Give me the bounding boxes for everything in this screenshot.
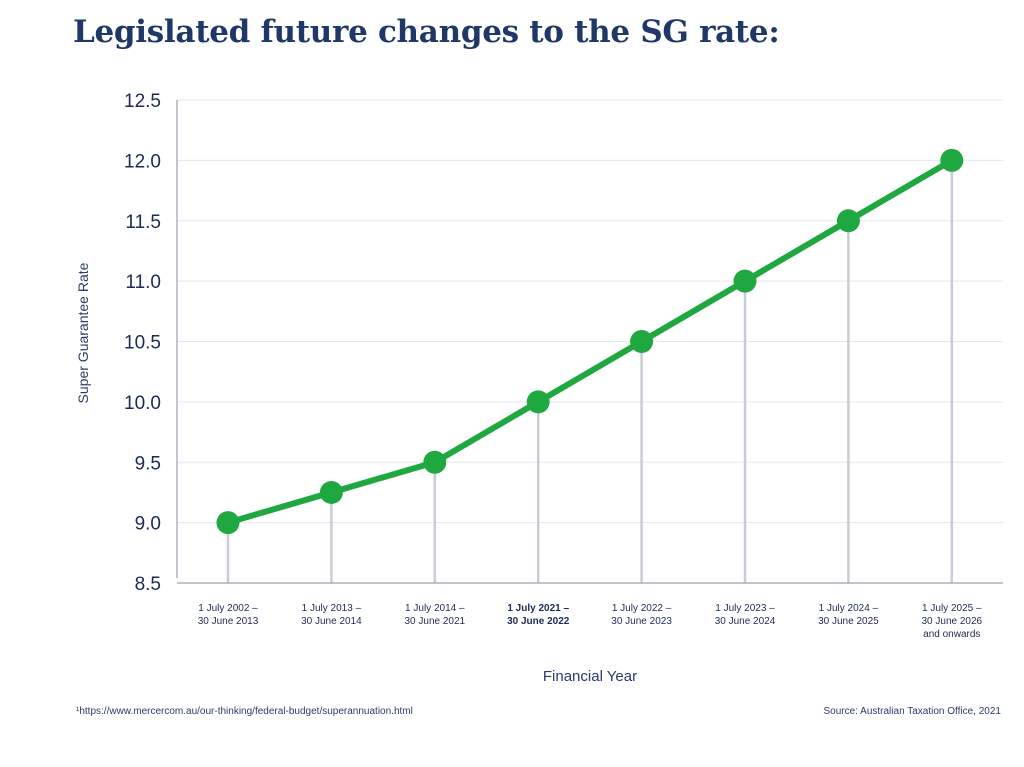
- x-tick-label-line: 30 June 2013: [198, 616, 259, 627]
- x-tick-label: 1 July 2025 – 30 June 2026 and onwards: [921, 603, 982, 640]
- series-line-sg-rate: [225, 157, 955, 526]
- y-tick-label: 9.5: [135, 453, 161, 474]
- y-tick-label: 12.0: [124, 151, 161, 172]
- data-point: [319, 480, 343, 504]
- x-tick-label-line: 30 June 2024: [715, 616, 776, 627]
- y-tick-label: 8.5: [135, 574, 161, 595]
- data-point: [526, 390, 550, 414]
- x-tick-label-line: and onwards: [923, 629, 980, 640]
- x-tick-label-line: 1 July 2013 –: [302, 603, 362, 614]
- x-tick-label: 1 July 2002 – 30 June 2013: [198, 603, 259, 627]
- x-tick-label: 1 July 2023 – 30 June 2024: [715, 603, 776, 627]
- data-point: [630, 330, 654, 353]
- chart-title: Legislated future changes to the SG rate…: [73, 14, 780, 50]
- x-tick-label-line: 1 July 2022 –: [612, 603, 672, 614]
- y-tick-label: 12.5: [124, 91, 161, 112]
- footnote-url: ¹https://www.mercercom.au/our-thinking/f…: [76, 706, 413, 717]
- data-points: [216, 148, 964, 535]
- data-point: [216, 511, 240, 535]
- y-tick-label: 10.5: [124, 333, 161, 354]
- x-tick-label: 1 July 2024 – 30 June 2025: [818, 603, 879, 627]
- y-tick-label: 9.0: [135, 514, 161, 535]
- y-axis-title: Super Guarantee Rate: [75, 262, 91, 403]
- x-tick-label-line: 1 July 2002 –: [198, 603, 258, 614]
- y-tick-labels: 8.5 9.0 9.5 10.0 10.5 11.0 11.5 12.0 12.5: [124, 91, 161, 595]
- x-tick-label-line: 1 July 2025 –: [922, 603, 982, 614]
- x-tick-labels: 1 July 2002 – 30 June 2013 1 July 2013 – 30…: [198, 603, 983, 640]
- x-tick-label-line: 30 June 2025: [818, 616, 879, 627]
- x-tick-label-line: 1 July 2021 –: [507, 603, 569, 614]
- data-point: [836, 209, 860, 233]
- x-tick-label-line: 30 June 2026: [921, 616, 982, 627]
- y-tick-label: 11.0: [125, 272, 161, 293]
- x-tick-label-line: 1 July 2024 –: [819, 603, 879, 614]
- data-point: [423, 450, 447, 474]
- x-tick-label: 1 July 2013 – 30 June 2014: [301, 603, 362, 627]
- x-tick-label-line: 1 July 2023 –: [715, 603, 775, 614]
- x-tick-label: 1 July 2014 – 30 June 2021: [404, 603, 465, 627]
- y-tick-label: 10.0: [124, 393, 161, 414]
- x-tick-label-line: 30 June 2021: [404, 616, 465, 627]
- x-tick-label-line: 30 June 2022: [507, 616, 570, 627]
- source-credit: Source: Australian Taxation Office, 2021: [823, 706, 1001, 717]
- x-tick-label-line: 30 June 2014: [301, 616, 362, 627]
- gridlines: [177, 99, 1003, 524]
- y-tick-label: 11.5: [125, 212, 161, 233]
- x-tick-label-line: 1 July 2014 –: [405, 603, 465, 614]
- data-point: [940, 148, 964, 172]
- x-tick-label: 1 July 2022 – 30 June 2023: [611, 603, 672, 627]
- data-point: [733, 269, 757, 293]
- x-tick-label: 1 July 2021 – 30 June 2022: [507, 603, 570, 627]
- x-axis-title: Financial Year: [543, 668, 637, 685]
- x-tick-label-line: 30 June 2023: [611, 616, 672, 627]
